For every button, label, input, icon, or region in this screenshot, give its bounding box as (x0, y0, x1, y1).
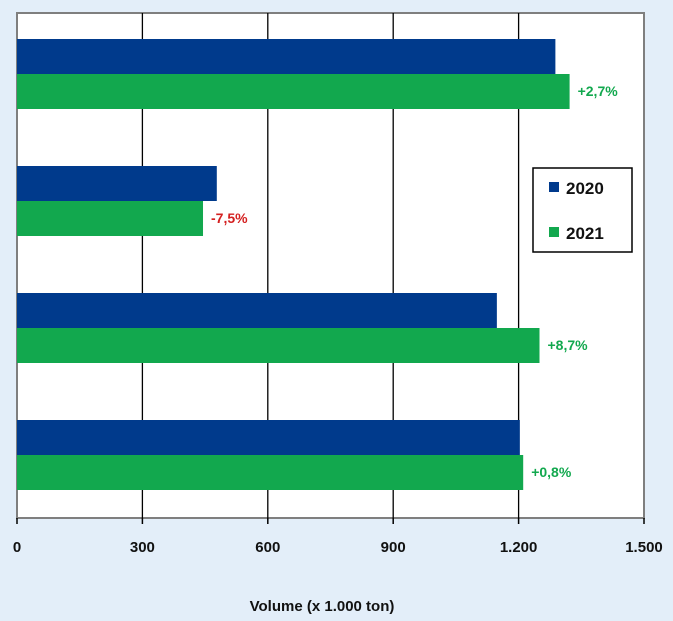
legend-label-2021: 2021 (566, 224, 604, 243)
legend-label-2020: 2020 (566, 179, 604, 198)
bar-2020 (17, 420, 520, 455)
legend: 2020 2021 (532, 167, 633, 253)
bar-2020 (17, 293, 497, 328)
change-label: +8,7% (548, 337, 589, 353)
x-tick-label: 1.500 (625, 539, 663, 556)
legend-swatch-2021 (549, 227, 559, 237)
x-tick-label: 600 (255, 539, 280, 556)
x-tick-label: 300 (130, 539, 155, 556)
bar-2021 (17, 201, 204, 236)
bar-2020 (17, 39, 556, 74)
x-axis-title: Volume (x 1.000 ton) (250, 598, 395, 615)
x-tick-label: 0 (13, 539, 21, 556)
x-tick-label: 900 (381, 539, 406, 556)
bar-2021 (17, 328, 540, 363)
change-label: +0,8% (531, 464, 572, 480)
bar-2020 (17, 166, 217, 201)
bar-annotations: +2,7% -7,5% +8,7% +0,8% (211, 83, 618, 480)
x-tick-label: 1.200 (500, 539, 538, 556)
change-label: +2,7% (578, 83, 619, 99)
x-axis: 0 300 600 900 1.200 1.500 (13, 518, 663, 556)
change-label: -7,5% (211, 210, 248, 226)
bar-2021 (17, 74, 570, 109)
bars (17, 39, 570, 490)
legend-swatch-2020 (549, 182, 559, 192)
bar-2021 (17, 455, 524, 490)
